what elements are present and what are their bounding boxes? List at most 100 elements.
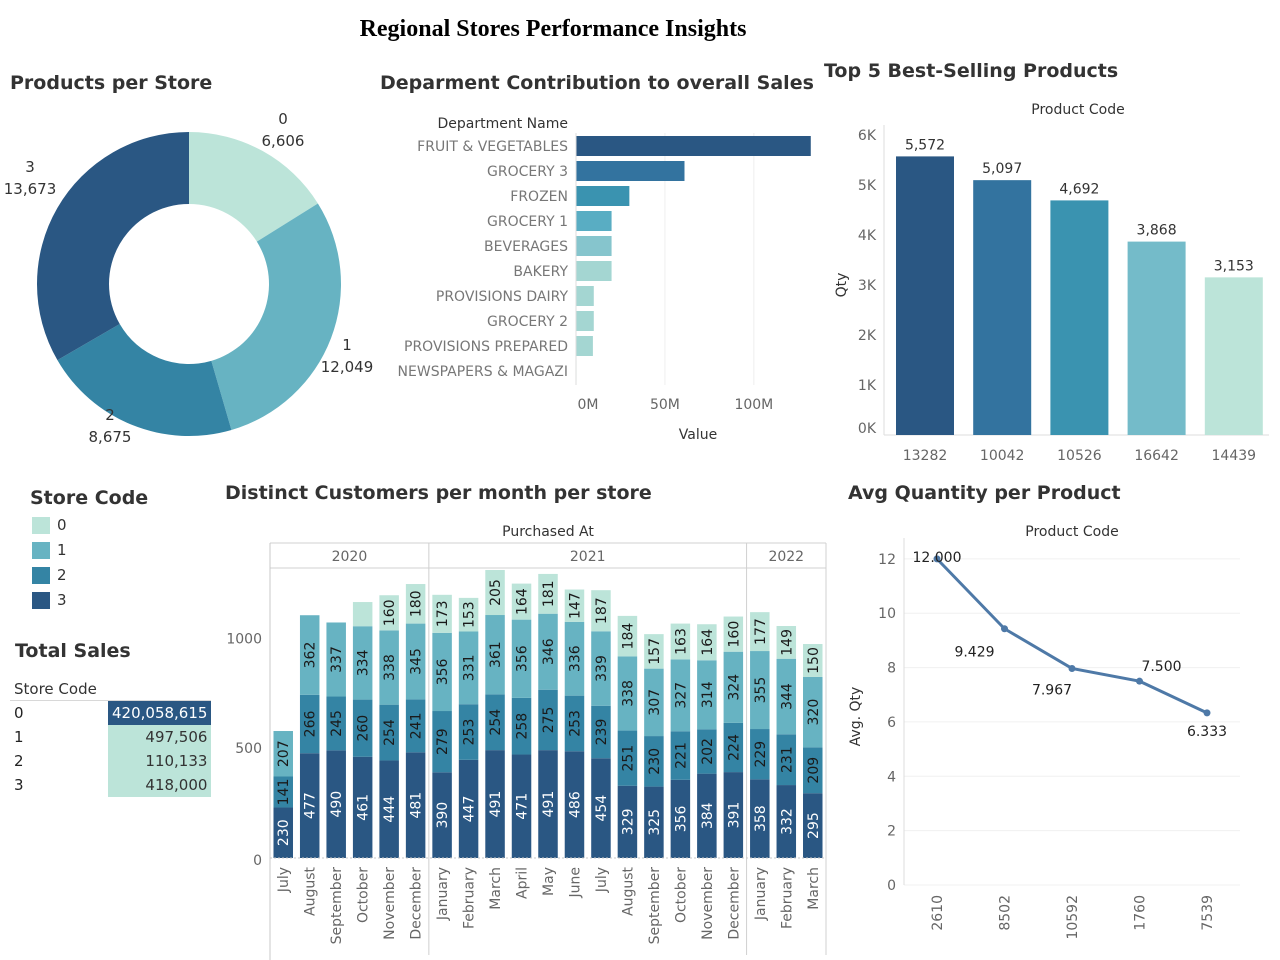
customers-ytick: 500 xyxy=(235,741,262,757)
customers-bar-value-label: 356 xyxy=(673,805,689,832)
customers-bar-segment-store-1 xyxy=(697,660,717,730)
customers-bar-value-label: 279 xyxy=(435,728,451,755)
customers-month-label: April xyxy=(515,867,531,899)
customers-bar-segment-store-0 xyxy=(564,589,585,622)
donut-label-value: 8,675 xyxy=(89,428,132,446)
customers-bar-segment-store-0 xyxy=(723,616,744,652)
avg-header: Product Code xyxy=(1025,524,1118,540)
legend-label: 1 xyxy=(57,541,67,559)
customers-bar-segment-store-1 xyxy=(564,621,585,696)
top5-bar xyxy=(1050,200,1109,435)
department-category-label: GROCERY 2 xyxy=(487,314,568,330)
customers-bar-value-label: 339 xyxy=(594,655,610,682)
avg-point xyxy=(1001,625,1008,633)
customers-bar-value-label: 384 xyxy=(700,802,716,829)
customers-bar-segment-store-1 xyxy=(405,623,426,700)
avg-value-label: 7.967 xyxy=(1032,682,1072,698)
customers-bar-segment-store-0 xyxy=(617,615,638,657)
customers-bar-segment-store-2 xyxy=(485,694,505,751)
customers-bar-value-label: 253 xyxy=(567,710,583,737)
avg-ylabel: Avg. Qty xyxy=(848,687,864,747)
customers-bar-segment-store-1 xyxy=(644,668,664,737)
avg-category-label: 2610 xyxy=(930,895,946,931)
legend-swatch xyxy=(32,591,50,609)
top5-value-label: 4,692 xyxy=(1059,181,1099,197)
total-sales-row: 3 418,000 xyxy=(10,773,212,797)
customers-bar-segment-store-0 xyxy=(432,594,452,633)
customers-bar-segment-store-2 xyxy=(538,689,558,751)
total-sales-code: 1 xyxy=(14,728,24,746)
customers-month-label: November xyxy=(382,867,398,940)
customers-title: Distinct Customers per month per store xyxy=(225,482,652,504)
avg-value-label: 6.333 xyxy=(1187,724,1227,740)
customers-bar-value-label: 254 xyxy=(488,709,504,736)
department-bar xyxy=(576,236,612,256)
customers-ytick: 1000 xyxy=(226,631,262,647)
top5-ytick: 2K xyxy=(858,328,877,344)
total-sales-value: 110,133 xyxy=(108,749,212,773)
customers-bar-segment-store-3 xyxy=(750,779,770,858)
customers-bar-segment-store-1 xyxy=(432,632,452,712)
customers-bar-segment-store-3 xyxy=(379,760,399,858)
customers-bar-value-label: 150 xyxy=(806,647,822,674)
avg-point xyxy=(933,555,941,563)
avg-qty-title: Avg Quantity per Product xyxy=(848,482,1121,504)
customers-bar-segment-store-1 xyxy=(803,676,823,748)
customers-bar-segment-store-0 xyxy=(644,634,664,669)
customers-bar-value-label: 147 xyxy=(567,592,583,619)
top5-value-label: 3,868 xyxy=(1137,223,1177,239)
customers-bar-value-label: 164 xyxy=(700,629,716,656)
donut-label-value: 6,606 xyxy=(262,132,305,150)
avg-value-label: 12.000 xyxy=(913,550,962,566)
customers-bar-segment-store-2 xyxy=(326,696,346,751)
donut-label-category: 2 xyxy=(105,406,115,424)
customers-bar-value-label: 390 xyxy=(435,802,451,829)
customers-bar-segment-store-0 xyxy=(458,597,479,632)
department-category-label: PROVISIONS DAIRY xyxy=(436,289,569,305)
customers-bar-segment-store-2 xyxy=(670,731,691,780)
customers-bar-segment-store-2 xyxy=(803,747,823,794)
department-bar xyxy=(576,286,594,306)
customers-bar-value-label: 490 xyxy=(329,791,345,818)
customers-bar-segment-store-1 xyxy=(352,626,373,700)
avg-category-label: 10592 xyxy=(1065,895,1081,940)
total-sales-row: 2 110,133 xyxy=(10,749,212,773)
customers-bar-segment-store-2 xyxy=(564,695,585,752)
department-category-label: GROCERY 1 xyxy=(487,214,568,230)
customers-year-label: 2021 xyxy=(570,549,606,565)
customers-bar-segment-store-1 xyxy=(485,615,505,695)
customers-bar-value-label: 173 xyxy=(435,600,451,627)
department-bar xyxy=(576,336,593,356)
customers-bar-value-label: 361 xyxy=(488,641,504,668)
customers-bar-value-label: 338 xyxy=(620,680,636,707)
legend-label: 2 xyxy=(57,566,67,584)
department-category-label: PROVISIONS PREPARED xyxy=(404,339,568,355)
customers-bar-segment-store-1 xyxy=(458,631,479,705)
products-per-store-donut: 0 6,606 1 12,049 2 8,675 3 13,673 xyxy=(4,110,374,446)
total-sales-value: 497,506 xyxy=(108,725,212,749)
avg-ytick: 0 xyxy=(887,878,896,894)
customers-bar-segment-store-2 xyxy=(644,736,664,787)
customers-bar-segment-store-0 xyxy=(379,595,399,631)
customers-bar-value-label: 314 xyxy=(700,681,716,708)
customers-bar-value-label: 231 xyxy=(779,746,795,773)
customers-bar-segment-store-0 xyxy=(538,573,558,614)
customers-bar-value-label: 241 xyxy=(409,712,425,739)
donut-slice-0 xyxy=(189,132,318,242)
customers-bar-segment-store-2 xyxy=(352,699,373,757)
customers-bar-value-label: 239 xyxy=(594,719,610,746)
top5-category-label: 16642 xyxy=(1134,448,1179,464)
avg-qty-line-chart: Product Code 0 2 4 6 8 10 12 Avg. Qty 12.000 2610 9… xyxy=(848,524,1240,940)
top5-ylabel: Qty xyxy=(834,273,850,298)
total-sales-table: Store Code 0 420,058,615 1 497,506 2 110,133 3… xyxy=(10,678,212,797)
customers-bar-segment-store-3 xyxy=(776,785,797,858)
top5-value-label: 5,572 xyxy=(905,137,945,153)
customers-bar-value-label: 391 xyxy=(726,802,742,829)
customers-bar-segment-store-2 xyxy=(458,704,479,760)
top5-ytick: 4K xyxy=(858,228,877,244)
total-sales-title: Total Sales xyxy=(15,640,131,662)
customers-month-label: October xyxy=(673,867,689,923)
department-xlabel: Value xyxy=(679,427,717,443)
legend-swatch xyxy=(32,541,50,559)
customers-bar-value-label: 164 xyxy=(515,588,531,615)
